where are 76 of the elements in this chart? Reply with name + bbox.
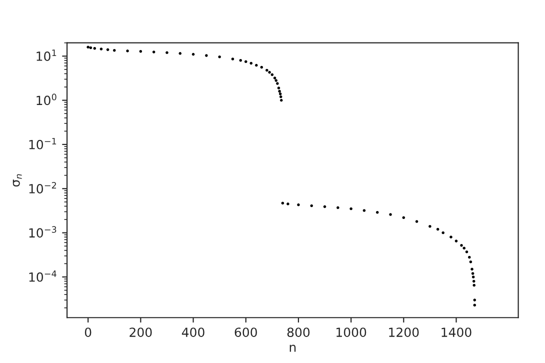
point bbox=[268, 70, 271, 74]
point bbox=[473, 298, 476, 302]
x-tick-label: 1400 bbox=[442, 328, 472, 338]
point bbox=[278, 90, 281, 93]
point bbox=[472, 276, 475, 278]
point bbox=[415, 220, 418, 223]
point bbox=[465, 250, 468, 254]
point bbox=[376, 210, 379, 214]
point bbox=[286, 202, 290, 206]
y-tick-label: 10$^{−3}$ bbox=[29, 226, 56, 238]
x-tick-label: 1000 bbox=[336, 328, 366, 338]
point bbox=[436, 228, 440, 231]
point bbox=[273, 76, 276, 80]
y-tick-label: 10$^{1}$ bbox=[36, 50, 56, 61]
point bbox=[350, 207, 352, 210]
point bbox=[281, 202, 284, 204]
y-tick-label: 10$^{0}$ bbox=[36, 94, 56, 106]
point bbox=[100, 48, 103, 50]
y-tick-label: 10$^{−2}$ bbox=[29, 182, 56, 194]
point bbox=[126, 50, 129, 52]
point bbox=[139, 50, 142, 53]
point bbox=[280, 98, 283, 102]
point bbox=[205, 54, 208, 57]
point bbox=[471, 272, 474, 275]
point bbox=[231, 58, 234, 60]
point bbox=[460, 244, 463, 247]
point bbox=[402, 216, 406, 220]
point bbox=[277, 86, 280, 90]
x-tick-label: 0 bbox=[84, 328, 92, 338]
point bbox=[462, 246, 466, 250]
point bbox=[106, 48, 110, 52]
point bbox=[250, 62, 253, 65]
point bbox=[244, 60, 248, 64]
point bbox=[89, 46, 92, 50]
point bbox=[472, 280, 476, 283]
point bbox=[152, 50, 156, 54]
x-axis-title: n bbox=[290, 344, 296, 352]
point bbox=[310, 204, 313, 208]
point bbox=[472, 284, 476, 287]
point bbox=[442, 231, 444, 234]
point bbox=[260, 66, 264, 69]
point bbox=[166, 51, 168, 54]
point bbox=[468, 256, 471, 259]
point bbox=[473, 304, 476, 307]
point bbox=[297, 203, 300, 206]
point bbox=[278, 92, 282, 96]
x-tick-label: 800 bbox=[287, 328, 310, 338]
point bbox=[428, 224, 432, 228]
point bbox=[276, 82, 279, 85]
point bbox=[274, 79, 278, 82]
point bbox=[112, 48, 116, 52]
point bbox=[450, 236, 452, 238]
point bbox=[389, 213, 392, 216]
point bbox=[454, 240, 458, 242]
point bbox=[239, 59, 242, 62]
x-tick-label: 600 bbox=[234, 328, 257, 338]
point bbox=[323, 205, 326, 208]
point bbox=[192, 52, 195, 56]
x-tick-label: 1200 bbox=[389, 328, 419, 338]
point bbox=[86, 46, 90, 49]
point bbox=[266, 68, 268, 72]
point bbox=[362, 209, 366, 212]
x-tick-label: 200 bbox=[130, 328, 152, 338]
point bbox=[93, 46, 96, 50]
point bbox=[178, 52, 182, 55]
point bbox=[254, 64, 258, 67]
y-tick-label: 10$^{−4}$ bbox=[29, 270, 56, 282]
point bbox=[279, 95, 282, 98]
x-tick-label: 400 bbox=[182, 328, 204, 338]
y-axis-title: σ$_{n}$ bbox=[12, 174, 22, 187]
y-tick-label: 10$^{−1}$ bbox=[29, 138, 56, 150]
point bbox=[218, 56, 221, 58]
point bbox=[469, 260, 472, 264]
point bbox=[470, 268, 474, 271]
point bbox=[336, 206, 340, 210]
point bbox=[270, 73, 274, 76]
